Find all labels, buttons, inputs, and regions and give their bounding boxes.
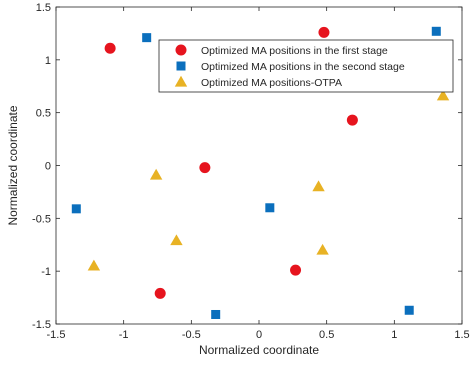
data-point-square [404, 305, 414, 315]
data-point-square [431, 26, 441, 36]
x-tick-label: -0.5 [182, 329, 201, 341]
x-tick-label: 0.5 [319, 329, 334, 341]
series-square [71, 26, 441, 319]
data-point-triangle [87, 259, 101, 271]
data-point-circle [346, 114, 358, 126]
x-tick-label: -1.5 [47, 329, 66, 341]
legend-entry-label: Optimized MA positions in the second sta… [201, 61, 405, 73]
y-tick-label: 1 [45, 55, 51, 67]
data-point-triangle [436, 89, 450, 101]
y-tick-label: -1.5 [32, 319, 51, 331]
y-tick-label: -1 [41, 266, 51, 278]
data-marks [71, 26, 450, 319]
y-tick-label: -0.5 [32, 213, 51, 225]
legend-entry-label: Optimized MA positions in the first stag… [201, 45, 388, 57]
data-point-circle [154, 287, 166, 299]
series-triangle [87, 89, 450, 271]
data-point-triangle [170, 234, 183, 246]
y-tick-label: 1.5 [36, 2, 51, 14]
legend: Optimized MA positions in the first stag… [158, 39, 454, 93]
legend-box [158, 39, 454, 93]
data-point-circle [104, 42, 116, 54]
legend-marker-circle [175, 44, 187, 56]
x-tick-label: 1.5 [454, 329, 469, 341]
x-tick-label: 0 [256, 329, 262, 341]
legend-marker-square [176, 61, 186, 71]
y-tick-label: 0 [45, 161, 51, 173]
x-axis-label: Normalized coordinate [199, 343, 319, 357]
data-point-triangle [316, 243, 329, 255]
x-tick-label: -1 [119, 329, 129, 341]
legend-marker-triangle [174, 75, 188, 87]
axes: -1.5 -1 -0.5 0 0.5 1 1.5 -1.5 -1 -0.5 0 0.5 1 1.5 [32, 2, 470, 341]
data-point-square [71, 204, 81, 214]
data-point-circle [290, 264, 302, 276]
data-point-square [265, 203, 275, 213]
y-axis-label: Normalized coordinate [6, 105, 20, 225]
data-point-circle [199, 162, 211, 174]
data-point-square [142, 33, 152, 43]
legend-entry-label: Optimized MA positions-OTPA [201, 77, 342, 89]
x-tick-label: 1 [391, 329, 397, 341]
series-circle [104, 26, 358, 299]
data-point-square [211, 309, 221, 319]
data-point-triangle [312, 180, 325, 192]
data-point-circle [318, 26, 330, 38]
data-point-triangle [149, 168, 163, 180]
y-tick-label: 0.5 [36, 108, 51, 120]
